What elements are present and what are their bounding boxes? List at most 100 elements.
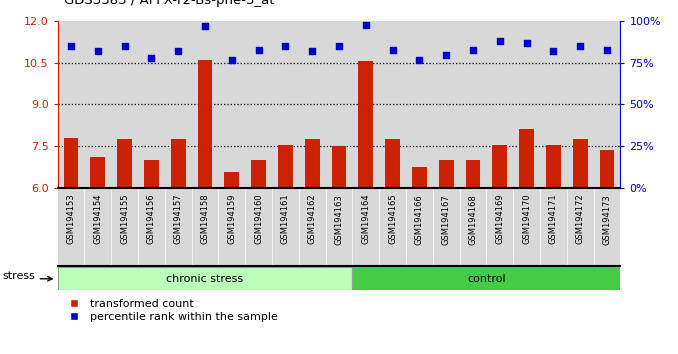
- Bar: [325, 188, 353, 266]
- Bar: [593, 21, 620, 188]
- Bar: [192, 21, 218, 188]
- Bar: [90, 157, 105, 188]
- Text: GSM194167: GSM194167: [441, 194, 451, 245]
- Bar: [379, 21, 406, 188]
- Bar: [272, 188, 299, 266]
- Bar: [165, 21, 192, 188]
- Text: GSM194161: GSM194161: [281, 194, 290, 245]
- Bar: [406, 188, 433, 266]
- Bar: [144, 160, 159, 188]
- Point: [199, 23, 210, 29]
- Text: GDS3383 / AFFX-r2-Bs-phe-3_at: GDS3383 / AFFX-r2-Bs-phe-3_at: [64, 0, 275, 7]
- Text: GSM194153: GSM194153: [66, 194, 75, 245]
- Bar: [540, 21, 567, 188]
- Bar: [486, 21, 513, 188]
- Point: [280, 44, 291, 49]
- Bar: [385, 139, 400, 188]
- Text: GSM194162: GSM194162: [308, 194, 317, 245]
- Text: GSM194173: GSM194173: [603, 194, 612, 245]
- Point: [441, 52, 452, 57]
- Text: GSM194164: GSM194164: [361, 194, 370, 245]
- Text: GSM194172: GSM194172: [576, 194, 584, 245]
- Bar: [406, 21, 433, 188]
- Text: GSM194170: GSM194170: [522, 194, 531, 245]
- Bar: [117, 139, 132, 188]
- Bar: [353, 188, 379, 266]
- Bar: [278, 145, 293, 188]
- Text: GSM194168: GSM194168: [468, 194, 477, 245]
- Text: GSM194155: GSM194155: [120, 194, 129, 244]
- Bar: [218, 21, 245, 188]
- Bar: [546, 145, 561, 188]
- Text: GSM194159: GSM194159: [227, 194, 237, 244]
- Text: chronic stress: chronic stress: [167, 274, 243, 284]
- Point: [146, 55, 157, 61]
- Point: [361, 22, 372, 27]
- Text: GSM194158: GSM194158: [201, 194, 210, 245]
- Point: [521, 40, 532, 46]
- Point: [66, 44, 77, 49]
- Point: [387, 47, 398, 52]
- Point: [468, 47, 479, 52]
- Bar: [519, 130, 534, 188]
- Bar: [198, 60, 212, 188]
- Point: [226, 57, 237, 62]
- Point: [575, 44, 586, 49]
- Text: GSM194157: GSM194157: [174, 194, 182, 245]
- Point: [173, 48, 184, 54]
- Bar: [540, 188, 567, 266]
- Point: [494, 38, 505, 44]
- Bar: [460, 21, 486, 188]
- Bar: [567, 188, 593, 266]
- Text: GSM194169: GSM194169: [496, 194, 504, 245]
- Bar: [599, 150, 614, 188]
- Bar: [245, 21, 272, 188]
- Bar: [138, 21, 165, 188]
- Bar: [412, 167, 426, 188]
- Text: stress: stress: [3, 272, 36, 281]
- Bar: [460, 188, 486, 266]
- Bar: [593, 188, 620, 266]
- Point: [253, 47, 264, 52]
- Bar: [379, 188, 406, 266]
- Text: GSM194171: GSM194171: [549, 194, 558, 245]
- Bar: [85, 188, 111, 266]
- Bar: [573, 139, 588, 188]
- Text: GSM194156: GSM194156: [147, 194, 156, 245]
- Bar: [85, 21, 111, 188]
- Bar: [353, 21, 379, 188]
- Bar: [58, 267, 353, 290]
- Bar: [111, 188, 138, 266]
- Legend: transformed count, percentile rank within the sample: transformed count, percentile rank withi…: [63, 299, 278, 322]
- Bar: [513, 21, 540, 188]
- Text: GSM194163: GSM194163: [334, 194, 344, 245]
- Point: [119, 44, 130, 49]
- Bar: [486, 188, 513, 266]
- Bar: [325, 21, 353, 188]
- Bar: [299, 21, 325, 188]
- Bar: [64, 138, 79, 188]
- Bar: [272, 21, 299, 188]
- Bar: [245, 188, 272, 266]
- Bar: [466, 160, 480, 188]
- Point: [601, 47, 612, 52]
- Bar: [305, 139, 319, 188]
- Point: [548, 48, 559, 54]
- Bar: [492, 145, 507, 188]
- Bar: [224, 172, 239, 188]
- Point: [334, 44, 344, 49]
- Bar: [433, 188, 460, 266]
- Text: GSM194166: GSM194166: [415, 194, 424, 245]
- Text: GSM194165: GSM194165: [388, 194, 397, 245]
- Bar: [299, 188, 325, 266]
- Text: GSM194160: GSM194160: [254, 194, 263, 245]
- Point: [92, 48, 103, 54]
- Bar: [58, 188, 85, 266]
- Bar: [171, 139, 186, 188]
- Bar: [433, 21, 460, 188]
- Text: GSM194154: GSM194154: [94, 194, 102, 244]
- Point: [306, 48, 317, 54]
- Bar: [192, 188, 218, 266]
- Bar: [567, 21, 593, 188]
- Bar: [165, 188, 192, 266]
